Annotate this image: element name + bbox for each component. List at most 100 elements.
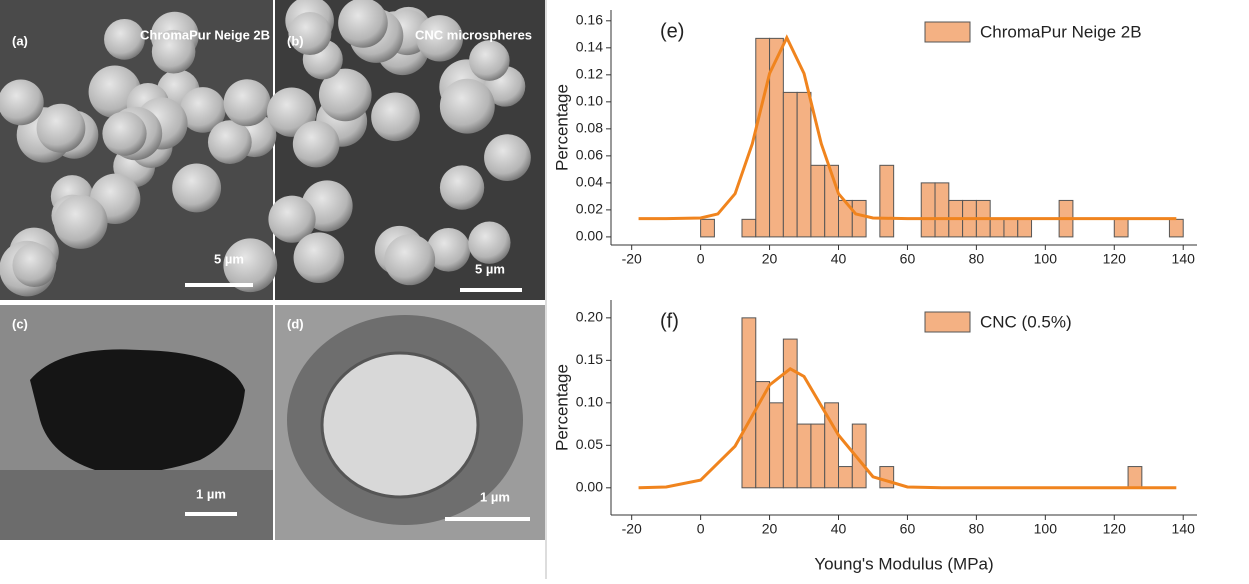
annotation: (f)	[660, 310, 679, 332]
y-tick-label: 0.10	[576, 93, 603, 109]
sphere	[207, 120, 252, 164]
bar	[810, 423, 826, 489]
bar	[879, 466, 895, 489]
scale-bar	[185, 512, 237, 516]
bar	[755, 37, 771, 238]
sphere	[36, 103, 86, 153]
annotation: (e)	[660, 20, 684, 42]
bar	[1127, 466, 1143, 489]
sphere	[384, 234, 436, 286]
x-tick-label: 140	[1172, 521, 1196, 537]
y-tick-label: 0.04	[576, 174, 603, 190]
bar	[838, 466, 853, 489]
x-tick-label: 100	[1034, 251, 1058, 267]
y-tick-label: 0.05	[576, 436, 603, 452]
scale-bar	[460, 288, 522, 292]
legend-swatch	[924, 21, 971, 43]
sphere	[223, 238, 278, 293]
bar	[920, 182, 936, 238]
sphere	[484, 134, 531, 181]
panel-label: (b)	[287, 33, 304, 48]
scale-bar	[445, 517, 530, 521]
sphere	[104, 18, 145, 60]
bar	[1168, 218, 1184, 238]
y-tick-label: 0.20	[576, 309, 603, 325]
bar	[782, 91, 798, 238]
micrographs: (a) ChromaPur Neige 2B 5 µm (b) CNC micr…	[0, 0, 547, 579]
x-tick-label: 120	[1103, 521, 1127, 537]
bar	[700, 218, 715, 238]
bar	[769, 402, 784, 489]
sphere	[439, 78, 495, 134]
bar	[989, 218, 1005, 238]
panel-label: (a)	[12, 33, 28, 48]
y-tick-label: 0.00	[576, 479, 603, 495]
sphere	[318, 68, 372, 122]
divider	[545, 0, 547, 579]
sphere	[12, 243, 57, 287]
bar	[879, 164, 895, 238]
bar	[851, 423, 867, 489]
bar	[934, 182, 950, 238]
panel-label: (d)	[287, 316, 304, 331]
bar	[1017, 218, 1033, 238]
y-tick-label: 0.15	[576, 351, 603, 367]
y-tick-label: 0.08	[576, 120, 603, 136]
sphere	[179, 87, 226, 133]
x-tick-label: 60	[900, 251, 916, 267]
x-tick-label: 140	[1172, 251, 1196, 267]
sphere	[468, 221, 511, 264]
bar	[1003, 218, 1019, 238]
bar	[851, 199, 867, 238]
scale-bar	[185, 283, 253, 287]
bar	[824, 402, 840, 489]
sphere	[293, 232, 345, 284]
x-tick-label: -20	[622, 251, 642, 267]
legend-label: CNC (0.5%)	[980, 312, 1072, 331]
x-tick-label: 20	[762, 251, 778, 267]
fit-curve	[638, 34, 1177, 221]
sphere	[172, 163, 222, 213]
bar	[796, 423, 812, 489]
y-tick-label: 0.12	[576, 66, 603, 82]
sphere	[416, 15, 463, 62]
x-tick-label: 120	[1103, 251, 1127, 267]
y-tick-label: 0.00	[576, 228, 603, 244]
fit-curve	[638, 367, 1177, 490]
panel-caption: CNC microspheres	[415, 27, 532, 42]
x-tick-label: 80	[969, 521, 985, 537]
bar	[782, 338, 798, 489]
panel-label: (c)	[12, 316, 28, 331]
legend-swatch	[924, 311, 971, 333]
sphere	[439, 165, 485, 210]
sphere	[102, 111, 147, 156]
x-axis-label: Young's Modulus (MPa)	[814, 554, 993, 573]
bar	[810, 164, 826, 238]
sphere	[0, 79, 44, 126]
spheres	[0, 0, 531, 297]
scale-label: 1 µm	[480, 489, 510, 504]
legend-label: ChromaPur Neige 2B	[980, 22, 1142, 41]
sphere	[151, 29, 196, 74]
sphere	[53, 195, 108, 249]
x-tick-label: 60	[900, 521, 916, 537]
x-tick-label: 0	[697, 521, 705, 537]
x-tick-label: 0	[697, 251, 705, 267]
panel-caption: ChromaPur Neige 2B	[140, 27, 270, 42]
sphere	[426, 227, 471, 272]
x-tick-label: -20	[622, 521, 642, 537]
y-tick-label: 0.16	[576, 12, 603, 28]
substrate	[0, 470, 273, 540]
microsphere-section	[320, 351, 480, 499]
bar	[1113, 218, 1129, 238]
sphere	[469, 40, 510, 81]
cross-section	[30, 349, 245, 474]
scale-label: 5 µm	[214, 251, 244, 266]
scale-label: 1 µm	[196, 486, 226, 501]
scale-label: 5 µm	[475, 261, 505, 276]
y-axis-label: Percentage	[552, 364, 571, 451]
sphere	[338, 0, 388, 48]
sphere	[371, 92, 420, 142]
y-axis-label: Percentage	[552, 84, 571, 171]
x-tick-label: 100	[1034, 521, 1058, 537]
